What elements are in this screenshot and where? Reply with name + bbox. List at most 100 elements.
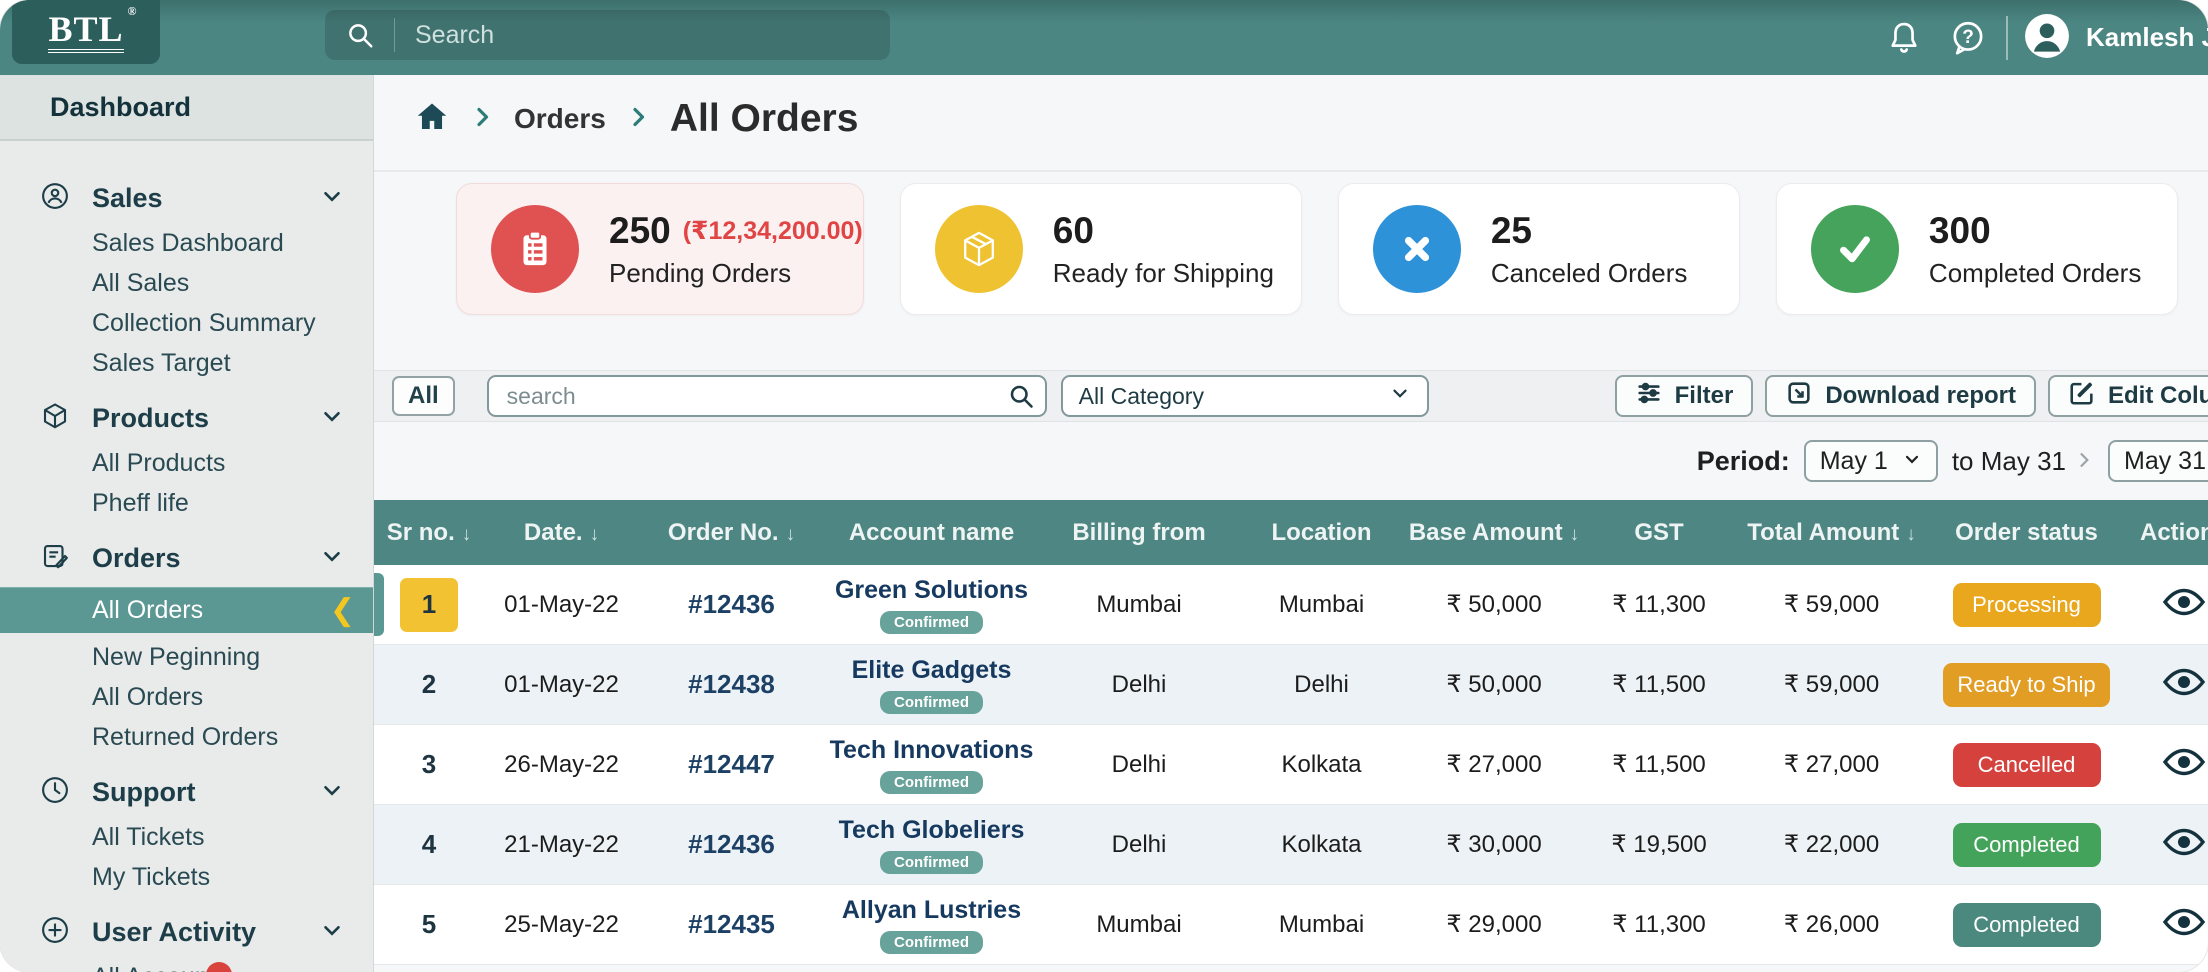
sidebar-item-new-peginning[interactable]: New Peginning — [0, 637, 373, 677]
stat-card-canceled-orders[interactable]: 25 Canceled Orders — [1338, 183, 1740, 315]
period-from-select[interactable]: May 1 — [1804, 440, 1938, 482]
sidebar-item-all-tickets[interactable]: All Tickets — [0, 817, 373, 857]
table-search-input[interactable] — [487, 375, 1047, 417]
download-report-button[interactable]: Download report — [1765, 375, 2036, 417]
account-status-badge: Confirmed — [880, 691, 983, 714]
user-activity-icon — [40, 915, 70, 950]
col-header-sr-no[interactable]: Sr no. — [374, 519, 484, 547]
sidebar-item-sales-dashboard[interactable]: Sales Dashboard — [0, 223, 373, 263]
view-order-button[interactable] — [2156, 824, 2208, 860]
sidebar-section-user-activity[interactable]: User Activity — [0, 907, 373, 957]
location: Kolkata — [1239, 831, 1404, 859]
total-amount: ₹ 26,000 — [1734, 910, 1929, 939]
stat-card-completed-orders[interactable]: 300 Completed Orders — [1776, 183, 2178, 315]
home-icon[interactable] — [414, 99, 450, 140]
gst-amount: ₹ 11,300 — [1584, 590, 1734, 619]
col-header-billing-from[interactable]: Billing from — [1039, 519, 1239, 547]
sidebar-item-all-orders-active[interactable]: All Orders ❮ — [0, 587, 373, 633]
col-header-account-name[interactable]: Account name — [824, 519, 1039, 547]
breadcrumb-orders[interactable]: Orders — [514, 103, 606, 135]
edit-columns-button[interactable]: Edit Columns — [2048, 375, 2208, 417]
period-to-text: to May 31 — [1952, 446, 2094, 477]
account-status-badge: Confirmed — [880, 931, 983, 954]
stat-card-ready-shipping[interactable]: 60 Ready for Shipping — [900, 183, 1302, 315]
account-name[interactable]: Elite Gadgets — [852, 656, 1012, 685]
chevron-down-icon — [319, 917, 345, 948]
base-amount: ₹ 50,000 — [1404, 670, 1584, 699]
sidebar-item-dashboard[interactable]: Dashboard — [0, 75, 373, 141]
order-number-link[interactable]: #12436 — [639, 589, 824, 620]
user-name: Kamlesh Jos — [2086, 22, 2208, 53]
top-bar: BTL ? Kamlesh Jos — [0, 0, 2208, 75]
sidebar-item-all-sales[interactable]: All Sales — [0, 263, 373, 303]
account-name[interactable]: Tech Globeliers — [839, 816, 1025, 845]
order-number-link[interactable]: #12435 — [639, 909, 824, 940]
billing-from: Delhi — [1039, 831, 1239, 859]
stat-amount: (₹12,34,200.00) — [683, 216, 863, 246]
sidebar-section-orders[interactable]: Orders — [0, 533, 373, 583]
table-row[interactable]: 1 01-May-22 #12436 Green SolutionsConfir… — [374, 565, 2208, 645]
shipping-box-icon — [935, 205, 1023, 293]
order-number-link[interactable]: #12447 — [639, 749, 824, 780]
col-header-total-amount[interactable]: Total Amount — [1734, 519, 1929, 547]
brand-logo[interactable]: BTL — [12, 0, 160, 64]
col-header-date[interactable]: Date. — [484, 519, 639, 547]
table-row[interactable]: 5 25-May-22 #12435 Allyan LustriesConfir… — [374, 885, 2208, 965]
order-number-link[interactable]: #12438 — [639, 669, 824, 700]
sidebar-item-all-products[interactable]: All Products — [0, 443, 373, 483]
table-row[interactable]: 2 01-May-22 #12438 Elite GadgetsConfirme… — [374, 645, 2208, 725]
sidebar-item-my-tickets[interactable]: My Tickets — [0, 857, 373, 897]
sidebar-item-pheff-life[interactable]: Pheff life — [0, 483, 373, 523]
account-name[interactable]: Allyan Lustries — [842, 896, 1021, 925]
chevron-down-icon — [1389, 382, 1411, 410]
view-order-button[interactable] — [2156, 904, 2208, 940]
order-number-link[interactable]: #12436 — [639, 829, 824, 860]
account-name[interactable]: Green Solutions — [835, 576, 1028, 605]
sidebar-item-all-accounts[interactable]: All Accounts — [0, 957, 373, 972]
sidebar-section-products[interactable]: Products — [0, 393, 373, 443]
col-header-gst[interactable]: GST — [1584, 519, 1734, 547]
edit-columns-label: Edit Columns — [2108, 382, 2208, 410]
filter-button-label: Filter — [1675, 382, 1734, 410]
sidebar-section-sales[interactable]: Sales — [0, 173, 373, 223]
table-row[interactable]: 3 26-May-22 #12447 Tech InnovationsConfi… — [374, 725, 2208, 805]
sr-no: 2 — [374, 669, 484, 700]
sidebar-item-collection-summary[interactable]: Collection Summary — [0, 303, 373, 343]
sidebar-item-label: All Orders — [92, 596, 203, 625]
col-header-order-no[interactable]: Order No. — [639, 519, 824, 547]
topbar-right-cluster: ? Kamlesh Jos — [1872, 0, 2208, 75]
view-order-button[interactable] — [2156, 744, 2208, 780]
account-name[interactable]: Tech Innovations — [830, 736, 1034, 765]
sidebar-section-support[interactable]: Support — [0, 767, 373, 817]
col-header-order-status[interactable]: Order status — [1929, 519, 2124, 547]
period-to-select[interactable]: May 31 — [2108, 440, 2208, 482]
stat-card-pending-orders[interactable]: 250 (₹12,34,200.00) Pending Orders — [456, 183, 864, 315]
sidebar-item-returned-orders[interactable]: Returned Orders — [0, 717, 373, 757]
notifications-bell-icon[interactable] — [1872, 18, 1936, 58]
help-icon[interactable]: ? — [1936, 18, 2000, 58]
sr-no: 3 — [374, 749, 484, 780]
view-order-button[interactable] — [2156, 584, 2208, 620]
user-menu[interactable]: Kamlesh Jos — [2018, 12, 2208, 63]
chevron-down-icon — [319, 777, 345, 808]
col-header-location[interactable]: Location — [1239, 519, 1404, 547]
col-header-base-amount[interactable]: Base Amount — [1404, 519, 1584, 547]
global-search-input[interactable] — [395, 21, 890, 50]
order-status-badge: Completed — [1953, 903, 2101, 947]
products-cube-icon — [40, 401, 70, 436]
topbar-divider — [2006, 16, 2008, 60]
gst-amount: ₹ 11,500 — [1584, 670, 1734, 699]
table-row[interactable]: 4 21-May-22 #12436 Tech GlobeliersConfir… — [374, 805, 2208, 885]
pending-orders-clipboard-icon — [491, 205, 579, 293]
sidebar-section-label: Products — [92, 403, 297, 434]
stat-label: Pending Orders — [609, 258, 863, 289]
stat-value: 250 — [609, 210, 671, 252]
stat-label: Ready for Shipping — [1053, 258, 1274, 289]
sidebar-item-sales-target[interactable]: Sales Target — [0, 343, 373, 383]
filter-button[interactable]: Filter — [1615, 375, 1754, 417]
view-order-button[interactable] — [2156, 664, 2208, 700]
category-select[interactable]: All Category — [1061, 375, 1429, 417]
order-date: 01-May-22 — [484, 591, 639, 619]
all-filter-chip[interactable]: All — [392, 376, 455, 416]
sidebar-item-all-orders-2[interactable]: All Orders — [0, 677, 373, 717]
